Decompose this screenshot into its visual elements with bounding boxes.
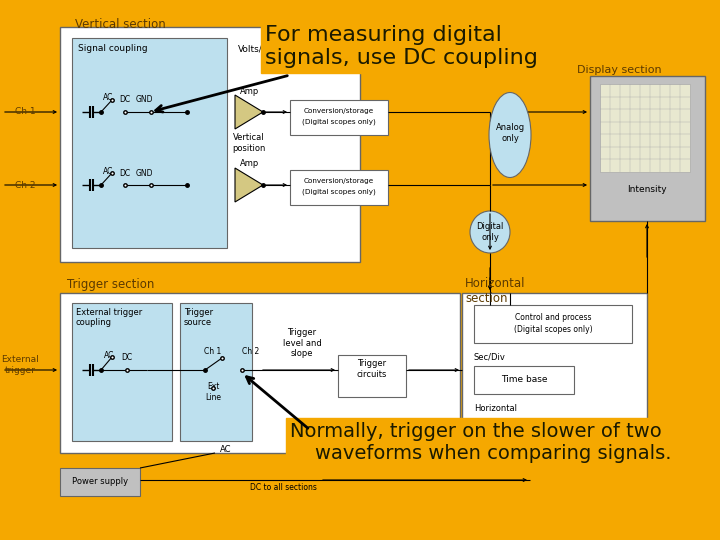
- Text: Vertical section: Vertical section: [75, 18, 166, 31]
- Text: DC: DC: [120, 168, 130, 178]
- Text: AC: AC: [103, 166, 113, 176]
- Text: Ch 1: Ch 1: [15, 107, 35, 117]
- Text: Normally, trigger on the slower of two
    waveforms when comparing signals.: Normally, trigger on the slower of two w…: [290, 422, 672, 463]
- Bar: [462, 293, 647, 463]
- Text: GND: GND: [135, 96, 153, 105]
- Text: Ext
Line: Ext Line: [205, 382, 221, 402]
- Text: Sec/Div: Sec/Div: [474, 353, 506, 362]
- Text: Trigger
level and
slope: Trigger level and slope: [283, 328, 321, 358]
- Bar: [180, 303, 252, 441]
- Text: (Digital scopes only): (Digital scopes only): [302, 189, 376, 195]
- Bar: [72, 303, 172, 441]
- Text: AC: AC: [220, 446, 232, 455]
- Text: Vertical
position: Vertical position: [233, 133, 266, 153]
- Text: Ch 1: Ch 1: [204, 348, 222, 356]
- Bar: [60, 468, 140, 496]
- Text: DC: DC: [122, 353, 132, 361]
- Text: DC: DC: [120, 96, 130, 105]
- Text: Display section: Display section: [577, 65, 662, 75]
- Bar: [338, 355, 406, 397]
- Text: DC to all sections: DC to all sections: [250, 483, 317, 491]
- Text: AC: AC: [103, 93, 113, 103]
- Text: Conversion/storage: Conversion/storage: [304, 108, 374, 114]
- Text: Volts/Div: Volts/Div: [238, 44, 278, 53]
- Text: Time base: Time base: [500, 375, 547, 384]
- Text: Trigger section: Trigger section: [67, 278, 154, 291]
- Bar: [60, 293, 460, 453]
- Text: (Digital scopes only): (Digital scopes only): [302, 119, 376, 125]
- Bar: [72, 38, 227, 248]
- Bar: [290, 170, 388, 205]
- Text: GND: GND: [135, 168, 153, 178]
- Text: Analog
only: Analog only: [495, 123, 525, 143]
- Text: Amp: Amp: [240, 86, 259, 96]
- Ellipse shape: [470, 211, 510, 253]
- Text: Trigger
source: Trigger source: [184, 308, 213, 327]
- Text: Intensity: Intensity: [627, 186, 667, 194]
- Polygon shape: [235, 168, 263, 202]
- Bar: [60, 27, 360, 262]
- Text: Amp: Amp: [240, 159, 259, 168]
- Text: (Digital scopes only): (Digital scopes only): [513, 325, 593, 334]
- Bar: [590, 76, 705, 221]
- Bar: [474, 305, 632, 343]
- Text: Trigger
circuits: Trigger circuits: [357, 359, 387, 379]
- Text: Control and process: Control and process: [515, 313, 591, 321]
- Text: External
trigger: External trigger: [1, 355, 39, 375]
- Bar: [290, 100, 388, 135]
- Text: Power supply: Power supply: [72, 477, 128, 487]
- Text: AC: AC: [104, 350, 114, 360]
- Text: External trigger
coupling: External trigger coupling: [76, 308, 143, 327]
- Bar: [474, 366, 574, 394]
- Text: Ch 2: Ch 2: [242, 348, 259, 356]
- Polygon shape: [235, 95, 263, 129]
- Text: Conversion/storage: Conversion/storage: [304, 178, 374, 184]
- Text: Signal coupling: Signal coupling: [78, 44, 148, 53]
- Bar: [600, 84, 690, 172]
- Ellipse shape: [489, 92, 531, 178]
- Text: For measuring digital
signals, use DC coupling: For measuring digital signals, use DC co…: [265, 25, 538, 68]
- Text: Digital
only: Digital only: [477, 222, 504, 242]
- Text: Horizontal: Horizontal: [474, 404, 517, 413]
- Text: Horizontal
section: Horizontal section: [465, 277, 526, 305]
- Text: Ch 2: Ch 2: [15, 180, 35, 190]
